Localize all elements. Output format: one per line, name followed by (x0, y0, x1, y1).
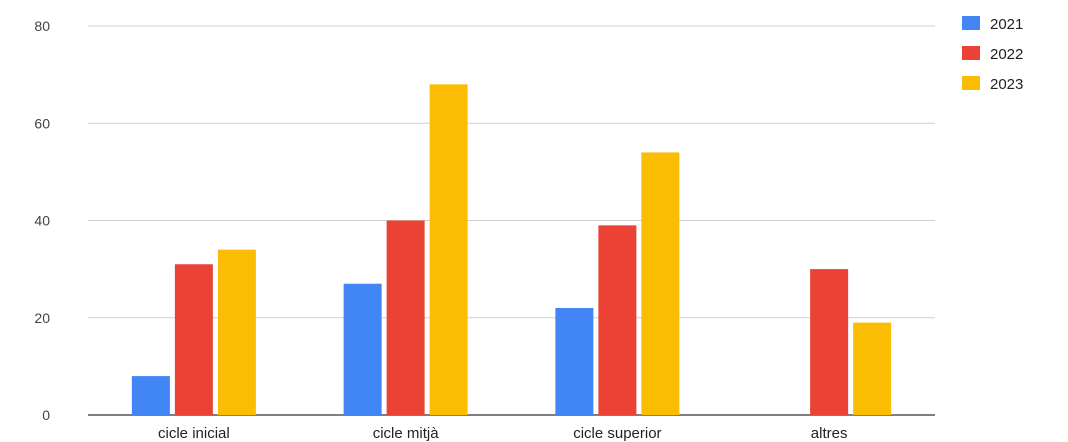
bar-2023-3 (853, 322, 892, 415)
y-axis-ticks: 0 20 40 60 80 (34, 18, 50, 423)
x-tick-label: cicle superior (573, 425, 661, 442)
y-tick-label: 20 (34, 310, 50, 326)
bar-2021-1 (343, 283, 382, 415)
x-tick-label: cicle inicial (158, 425, 230, 442)
legend-swatch (962, 76, 980, 90)
x-tick-label: altres (811, 425, 848, 442)
bar-2023-2 (641, 152, 680, 416)
y-tick-label: 60 (34, 115, 50, 131)
bar-2021-0 (131, 376, 170, 415)
y-tick-label: 0 (42, 407, 50, 423)
legend-label: 2022 (990, 46, 1023, 63)
legend-swatch (962, 46, 980, 60)
bar-2022-0 (174, 264, 213, 415)
x-tick-label: cicle mitjà (373, 425, 440, 442)
bars (131, 84, 892, 416)
legend-swatch (962, 16, 980, 30)
legend-label: 2023 (990, 76, 1023, 93)
bar-2021-2 (555, 308, 594, 415)
bar-2023-1 (429, 84, 468, 415)
gridlines (88, 25, 935, 416)
y-tick-label: 80 (34, 18, 50, 34)
legend: 2021 2022 2023 (962, 16, 1023, 93)
legend-label: 2021 (990, 16, 1023, 33)
bar-2022-2 (598, 225, 637, 415)
bar-2022-1 (386, 220, 425, 415)
y-tick-label: 40 (34, 213, 50, 229)
bar-2023-0 (217, 249, 256, 415)
bar-2022-3 (810, 269, 849, 415)
x-axis-labels: cicle inicial cicle mitjà cicle superior al… (158, 425, 847, 442)
